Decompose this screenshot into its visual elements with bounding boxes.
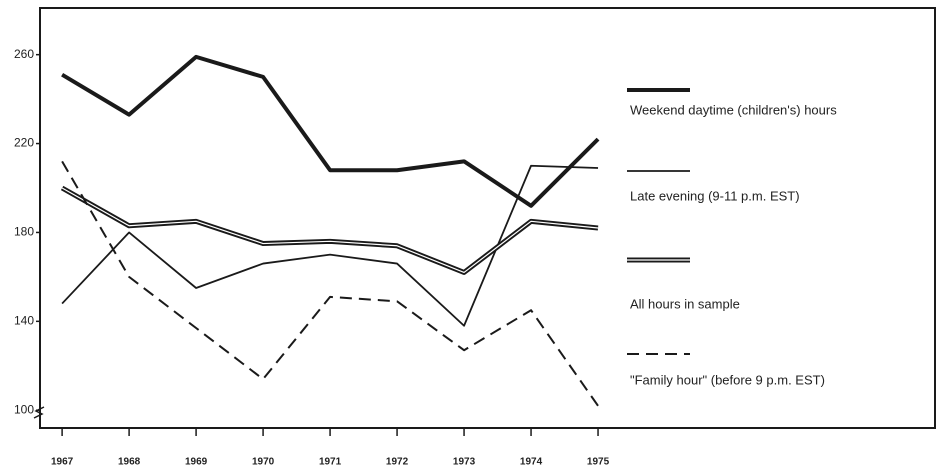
series-line-inner — [61, 187, 599, 274]
series-line — [61, 160, 599, 407]
x-tick-label: 1970 — [252, 457, 275, 468]
y-tick-label: 220 — [14, 136, 34, 150]
plot-frame — [39, 7, 936, 429]
y-tick-label: 260 — [14, 47, 34, 61]
series-line — [60, 185, 599, 275]
legend-label: Late evening (9-11 p.m. EST) — [630, 188, 800, 203]
legend-label: Weekend daytime (children's) hours — [630, 102, 837, 117]
legend-label: All hours in sample — [630, 296, 740, 311]
x-tick-label: 1967 — [51, 457, 74, 468]
y-tick-label: 100 — [14, 402, 34, 416]
axis-break — [33, 406, 45, 419]
x-tick-label: 1974 — [520, 457, 543, 468]
y-tick-label: 140 — [14, 314, 34, 328]
y-tick-label: 180 — [14, 225, 34, 239]
x-tick-label: 1972 — [386, 457, 409, 468]
series-line — [61, 54, 600, 208]
x-tick-label: 1971 — [319, 457, 342, 468]
x-tick-label: 1969 — [185, 457, 208, 468]
x-tick-label: 1968 — [118, 457, 141, 468]
x-tick-label: 1973 — [453, 457, 476, 468]
x-tick-label: 1975 — [587, 457, 610, 468]
legend-label: "Family hour" (before 9 p.m. EST) — [630, 372, 825, 387]
series-line — [61, 164, 599, 327]
